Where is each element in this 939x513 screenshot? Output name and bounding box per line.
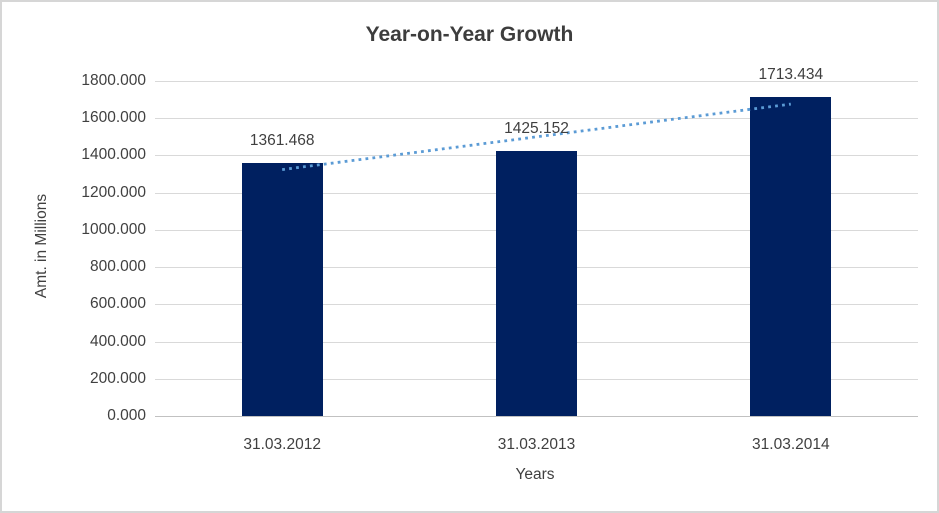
y-axis-tick-label: 0.000 [107,407,146,424]
y-axis-tick-label: 1000.000 [81,220,146,238]
y-axis-tick-label: 800.000 [89,258,146,276]
x-axis-tick-label: 31.03.2013 [497,436,576,453]
bar-31.03.2014 [750,97,832,416]
y-axis-tick-label: 1800.000 [81,72,146,89]
chart-title: Year-on-Year Growth [365,23,574,46]
bar-value-label: 1361.468 [249,131,315,149]
bar-value-label: 1713.434 [758,66,824,84]
x-axis-tick-label: 31.03.2012 [243,436,321,453]
bar-31.03.2012 [241,162,323,416]
y-axis-tick-label: 600.000 [89,295,146,313]
y-axis-tick-label: 1200.000 [81,183,146,201]
y-axis-tick-label: 1400.000 [81,146,146,164]
bar-value-label: 1425.152 [504,119,569,137]
y-axis-tick-label: 200.000 [89,369,146,387]
x-axis-line [155,416,918,417]
bar-31.03.2013 [496,150,577,416]
x-axis-tick-label: 31.03.2014 [752,436,830,453]
y-axis-title: Amt. in Millions [33,193,50,299]
x-axis-title: Years [515,466,555,483]
y-axis-tick-label: 400.000 [89,332,146,350]
y-axis-tick-label: 1600.000 [81,109,146,127]
